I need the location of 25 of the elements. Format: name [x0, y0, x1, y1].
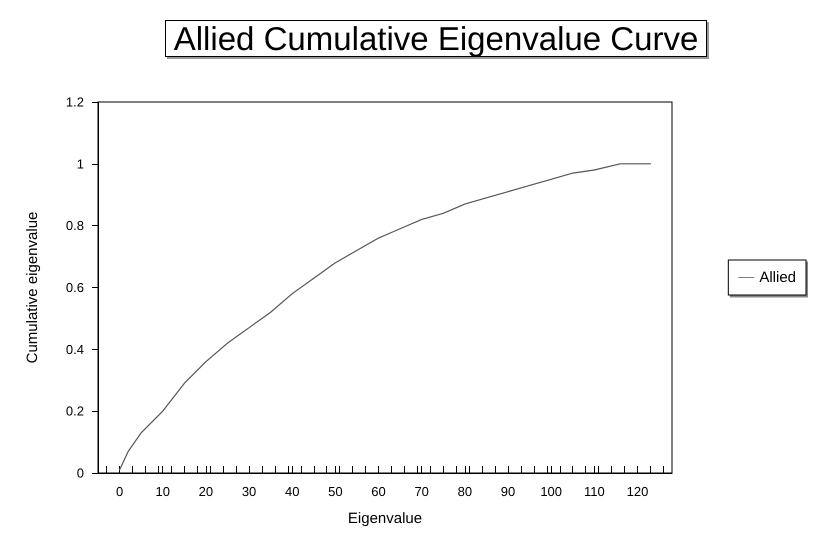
y-tick-label: 0.4 [66, 342, 84, 357]
y-tick-label: 0.6 [66, 280, 84, 295]
x-tick-label: 0 [116, 484, 124, 499]
x-tick-label: 80 [458, 484, 472, 499]
x-tick-label: 70 [414, 484, 429, 499]
y-tick-label: 1 [76, 156, 84, 172]
y-tick-label: 0.2 [66, 404, 84, 419]
x-tick-label: 10 [156, 484, 170, 499]
x-tick-label: 20 [198, 484, 214, 499]
chart-title: Allied Cumulative Eigenvalue Curve [174, 20, 698, 57]
x-tick-label: 30 [242, 484, 256, 499]
x-tick-label: 40 [284, 484, 300, 499]
x-tick-label: 100 [540, 484, 562, 499]
line-series [118, 163, 652, 471]
x-tick-label: 120 [626, 484, 648, 499]
x-tick-label: 90 [500, 484, 516, 499]
x-tick-label: 110 [584, 484, 605, 499]
x-tick-label: 60 [371, 484, 386, 499]
y-tick-label: 0.8 [66, 218, 84, 234]
y-tick-label: 1.2 [66, 94, 84, 110]
legend-label: Allied [759, 269, 796, 286]
y-axis-title: Cumulative eigenvalue [24, 212, 41, 364]
x-tick-label: 50 [328, 484, 343, 499]
y-tick-label: 0 [76, 466, 84, 480]
x-axis-title: Eigenvalue [348, 510, 422, 527]
